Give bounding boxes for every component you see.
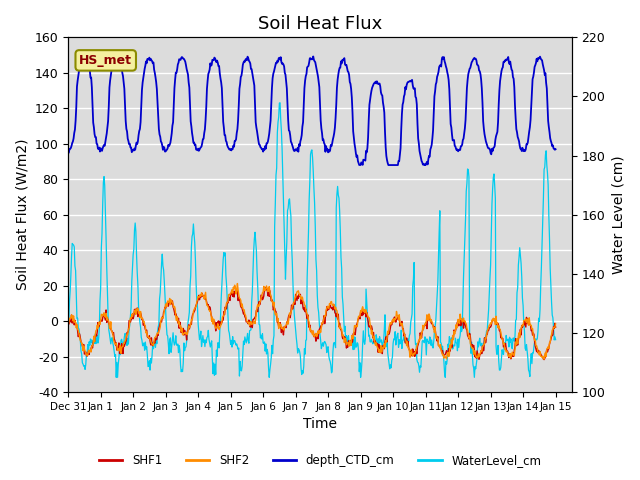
WaterLevel_cm [401, 338, 408, 344]
WaterLevel_cm [276, 100, 284, 106]
Y-axis label: Soil Heat Flux (W/m2): Soil Heat Flux (W/m2) [15, 139, 29, 290]
SHF2 [234, 281, 241, 287]
depth_CTD_cm [192, 146, 200, 152]
SHF1 [261, 285, 269, 290]
WaterLevel_cm [113, 374, 120, 380]
Text: HS_met: HS_met [79, 54, 132, 67]
SHF2 [192, 304, 200, 310]
Y-axis label: Water Level (cm): Water Level (cm) [611, 156, 625, 274]
depth_CTD_cm [172, 77, 179, 83]
SHF1 [400, 333, 408, 339]
Line: SHF1: SHF1 [68, 288, 556, 360]
SHF2 [400, 330, 408, 336]
SHF1 [172, 312, 179, 318]
SHF2 [552, 321, 559, 327]
depth_CTD_cm [355, 162, 363, 168]
SHF1 [192, 302, 200, 308]
Line: WaterLevel_cm: WaterLevel_cm [68, 103, 556, 377]
WaterLevel_cm [353, 344, 360, 349]
SHF1 [305, 321, 312, 326]
SHF2 [172, 306, 179, 312]
SHF2 [540, 356, 548, 362]
depth_CTD_cm [552, 146, 559, 152]
SHF2 [352, 323, 360, 328]
depth_CTD_cm [352, 151, 360, 156]
Line: depth_CTD_cm: depth_CTD_cm [68, 57, 556, 165]
Title: Soil Heat Flux: Soil Heat Flux [258, 15, 382, 33]
SHF1 [352, 325, 360, 331]
WaterLevel_cm [508, 346, 516, 352]
SHF1 [64, 320, 72, 326]
WaterLevel_cm [552, 337, 559, 343]
Line: SHF2: SHF2 [68, 284, 556, 359]
depth_CTD_cm [401, 92, 408, 97]
SHF2 [305, 317, 312, 323]
WaterLevel_cm [64, 321, 72, 327]
Legend: SHF1, SHF2, depth_CTD_cm, WaterLevel_cm: SHF1, SHF2, depth_CTD_cm, WaterLevel_cm [94, 449, 546, 472]
SHF1 [552, 324, 559, 330]
WaterLevel_cm [305, 196, 313, 202]
X-axis label: Time: Time [303, 418, 337, 432]
SHF2 [508, 352, 515, 358]
depth_CTD_cm [508, 68, 516, 73]
depth_CTD_cm [309, 54, 317, 60]
SHF1 [508, 353, 515, 359]
depth_CTD_cm [64, 150, 72, 156]
SHF2 [64, 322, 72, 327]
WaterLevel_cm [193, 297, 200, 303]
SHF1 [540, 357, 548, 362]
WaterLevel_cm [172, 333, 180, 339]
depth_CTD_cm [304, 64, 312, 70]
